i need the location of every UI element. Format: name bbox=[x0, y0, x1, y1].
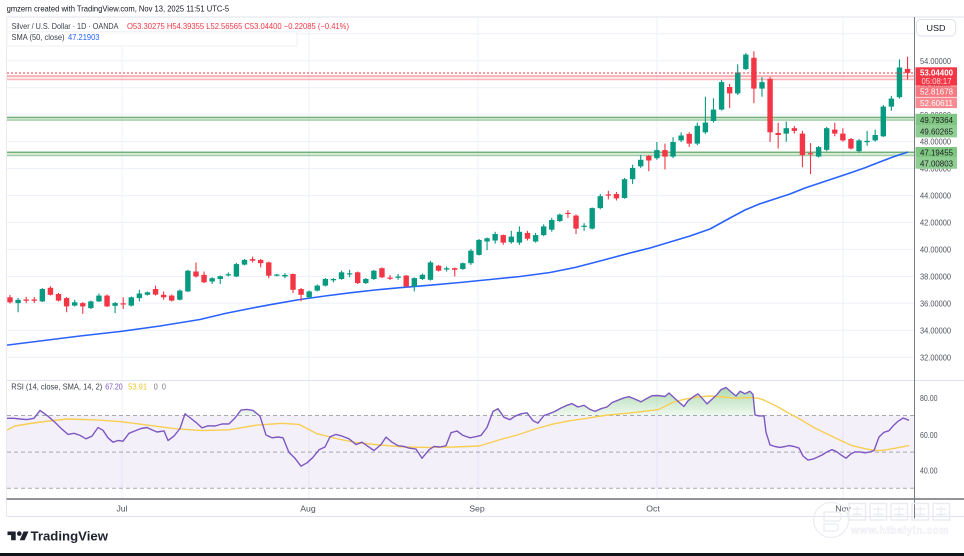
svg-text:52.81678: 52.81678 bbox=[920, 87, 953, 97]
svg-text:05:08:17: 05:08:17 bbox=[922, 77, 953, 86]
svg-text:42.00000: 42.00000 bbox=[920, 218, 951, 228]
svg-text:Nov: Nov bbox=[835, 504, 851, 514]
svg-text:38.00000: 38.00000 bbox=[920, 272, 951, 282]
svg-text:47.19455: 47.19455 bbox=[920, 147, 953, 157]
svg-text:O53.30275 H54.39355 L52.56565: O53.30275 H54.39355 L52.56565 C53.04400 … bbox=[127, 21, 349, 31]
svg-text:36.00000: 36.00000 bbox=[920, 298, 951, 308]
svg-text:40.00: 40.00 bbox=[920, 465, 938, 475]
svg-text:49.79364: 49.79364 bbox=[920, 115, 953, 125]
svg-text:44.00000: 44.00000 bbox=[920, 191, 951, 201]
svg-text:52.60611: 52.60611 bbox=[920, 98, 953, 108]
svg-text:47.21903: 47.21903 bbox=[68, 32, 100, 42]
svg-text:gmzern created with TradingVie: gmzern created with TradingView.com, Nov… bbox=[7, 4, 230, 14]
svg-text:TradingView: TradingView bbox=[31, 529, 109, 544]
svg-text:47.00803: 47.00803 bbox=[920, 158, 953, 168]
svg-text:Silver / U.S. Dollar · 1D · OA: Silver / U.S. Dollar · 1D · OANDA bbox=[12, 21, 119, 31]
svg-text:USD: USD bbox=[927, 23, 946, 33]
svg-text:Jul: Jul bbox=[116, 504, 127, 514]
svg-text:48.00000: 48.00000 bbox=[920, 137, 951, 147]
svg-text:www.htbaiyin.com: www.htbaiyin.com bbox=[850, 525, 949, 537]
svg-text:RSI (14, close, SMA, 14, 2): RSI (14, close, SMA, 14, 2) bbox=[11, 381, 102, 391]
svg-text:Sep: Sep bbox=[469, 504, 485, 514]
svg-text:Oct: Oct bbox=[646, 504, 660, 514]
svg-text:49.60265: 49.60265 bbox=[920, 127, 953, 137]
svg-text:80.00: 80.00 bbox=[920, 393, 938, 403]
svg-text:Aug: Aug bbox=[300, 504, 316, 514]
svg-text:54.00000: 54.00000 bbox=[920, 56, 951, 66]
svg-text:34.00000: 34.00000 bbox=[920, 325, 951, 335]
svg-text:0 0: 0 0 bbox=[154, 381, 167, 391]
svg-text:53.91: 53.91 bbox=[128, 381, 147, 391]
svg-text:60.00: 60.00 bbox=[920, 430, 938, 440]
svg-text:53.04400: 53.04400 bbox=[920, 68, 953, 78]
svg-text:40.00000: 40.00000 bbox=[920, 245, 951, 255]
svg-text:67.20: 67.20 bbox=[105, 381, 123, 391]
svg-text:32.00000: 32.00000 bbox=[920, 352, 951, 362]
svg-text:SMA (50, close): SMA (50, close) bbox=[12, 32, 65, 42]
